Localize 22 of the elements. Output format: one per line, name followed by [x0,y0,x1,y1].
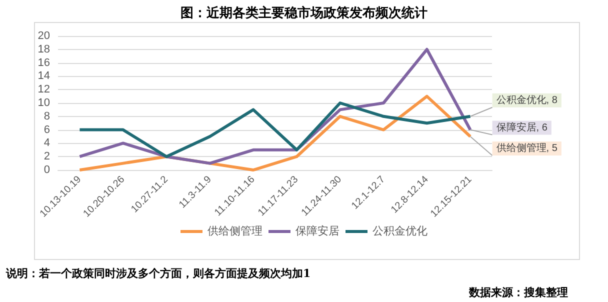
y-tick-label: 16 [38,56,50,69]
y-tick-label: 4 [44,137,50,150]
line-series [78,102,472,158]
legend-label: 公积金优化 [372,226,428,238]
y-tick-label: 0 [44,164,50,176]
text: 说明：若一个政策同时涉及多个方面，则各方面提及频次均加1 [6,266,311,281]
y-tick-label: 2 [44,150,50,163]
y-tick-label: 18 [38,43,50,56]
legend-label: 供给侧管理 [208,226,262,238]
data-label: 公积金优化, 8 [496,94,558,106]
y-tick-label: 8 [44,110,50,122]
legend-label: 保障安居 [296,224,340,238]
y-tick-label: 10 [38,97,50,109]
y-tick-label: 14 [38,70,50,82]
y-tick-label: 20 [38,30,50,42]
data-label: 供给侧管理, 5 [496,142,558,154]
chart-title: 图：近期各类主要稳市场政策发布频次统计 [180,4,428,22]
y-tick-label: 12 [38,84,50,96]
source-note: 数据来源：搜集整理 [469,285,568,300]
line-series [78,48,472,165]
y-tick-label: 6 [44,124,50,136]
data-label: 保障安居, 6 [496,121,548,134]
